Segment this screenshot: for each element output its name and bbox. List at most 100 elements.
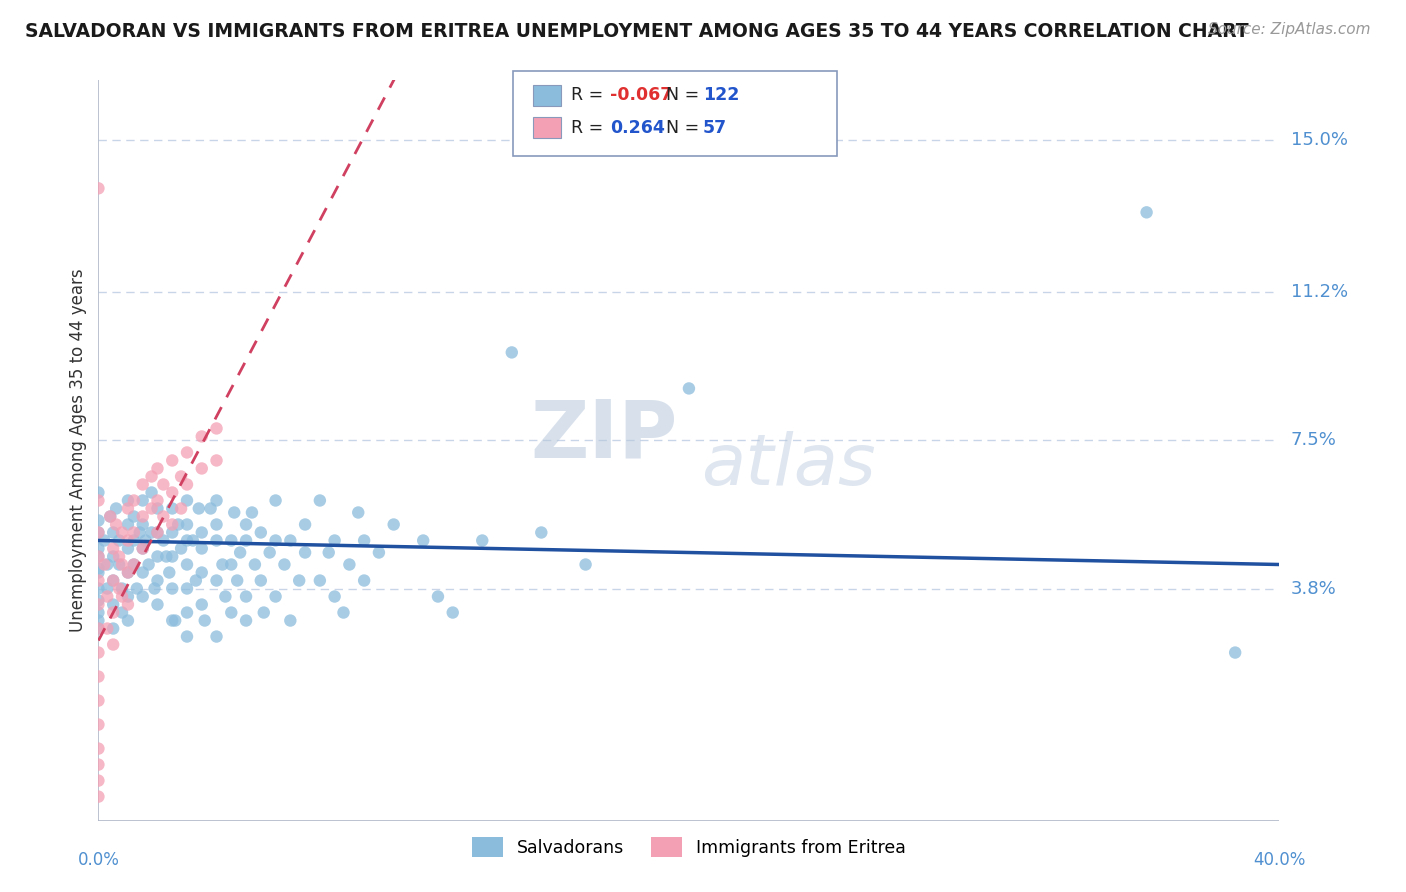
Text: N =: N =	[666, 87, 706, 104]
Point	[98, 509, 121, 524]
Point	[128, 525, 150, 540]
Point	[108, 582, 131, 596]
Point	[103, 549, 125, 564]
Point	[678, 381, 700, 395]
Point	[103, 541, 125, 556]
Point	[122, 558, 145, 572]
Text: -0.067: -0.067	[610, 87, 672, 104]
Point	[138, 558, 160, 572]
Point	[117, 541, 139, 556]
Point	[96, 622, 118, 636]
Point	[162, 525, 183, 540]
Point	[103, 638, 125, 652]
Text: 3.8%: 3.8%	[1291, 580, 1336, 598]
Point	[221, 558, 243, 572]
Point	[353, 574, 375, 588]
Point	[1225, 646, 1247, 660]
Point	[243, 558, 266, 572]
Point	[211, 558, 233, 572]
Point	[87, 574, 110, 588]
Point	[93, 558, 115, 572]
Point	[103, 525, 125, 540]
Point	[87, 561, 110, 575]
Point	[427, 590, 450, 604]
Point	[471, 533, 494, 548]
Point	[146, 501, 169, 516]
Point	[187, 501, 209, 516]
Point	[146, 493, 169, 508]
Point	[382, 517, 405, 532]
Point	[87, 493, 110, 508]
Point	[87, 757, 110, 772]
Point	[87, 181, 110, 195]
Point	[226, 574, 249, 588]
Point	[152, 509, 174, 524]
Point	[441, 606, 464, 620]
Point	[117, 533, 139, 548]
Point	[155, 549, 177, 564]
Point	[122, 533, 145, 548]
Point	[98, 509, 121, 524]
Point	[87, 789, 110, 804]
Point	[96, 582, 118, 596]
Point	[323, 533, 346, 548]
Point	[132, 590, 155, 604]
Point	[111, 525, 134, 540]
Point	[264, 493, 287, 508]
Point	[132, 541, 155, 556]
Point	[191, 461, 214, 475]
Point	[87, 622, 110, 636]
Text: 40.0%: 40.0%	[1253, 851, 1306, 869]
Point	[132, 517, 155, 532]
Point	[117, 501, 139, 516]
Point	[87, 741, 110, 756]
Point	[191, 598, 214, 612]
Point	[205, 453, 228, 467]
Text: N =: N =	[666, 119, 706, 136]
Point	[117, 493, 139, 508]
Point	[170, 501, 193, 516]
Point	[264, 533, 287, 548]
Point	[103, 622, 125, 636]
Point	[412, 533, 434, 548]
Point	[191, 525, 214, 540]
Point	[87, 549, 110, 564]
Point	[132, 477, 155, 491]
Point	[146, 525, 169, 540]
Point	[117, 566, 139, 580]
Point	[294, 545, 316, 559]
Point	[87, 622, 110, 636]
Point	[253, 606, 276, 620]
Text: R =: R =	[571, 119, 614, 136]
Point	[105, 517, 128, 532]
Point	[309, 493, 332, 508]
Point	[162, 582, 183, 596]
Point	[122, 493, 145, 508]
Point	[87, 593, 110, 607]
Point	[191, 541, 214, 556]
Point	[135, 533, 157, 548]
Point	[87, 514, 110, 528]
Point	[259, 545, 281, 559]
Point	[176, 533, 198, 548]
Point	[117, 598, 139, 612]
Point	[176, 477, 198, 491]
Point	[117, 517, 139, 532]
Point	[250, 525, 273, 540]
Point	[87, 693, 110, 707]
Point	[221, 606, 243, 620]
Point	[184, 574, 207, 588]
Point	[132, 541, 155, 556]
Point	[125, 582, 148, 596]
Point	[162, 485, 183, 500]
Point	[108, 533, 131, 548]
Point	[205, 574, 228, 588]
Point	[368, 545, 391, 559]
Point	[96, 558, 118, 572]
Point	[214, 590, 236, 604]
Point	[108, 558, 131, 572]
Point	[96, 590, 118, 604]
Point	[332, 606, 354, 620]
Point	[87, 566, 110, 580]
Point	[501, 345, 523, 359]
